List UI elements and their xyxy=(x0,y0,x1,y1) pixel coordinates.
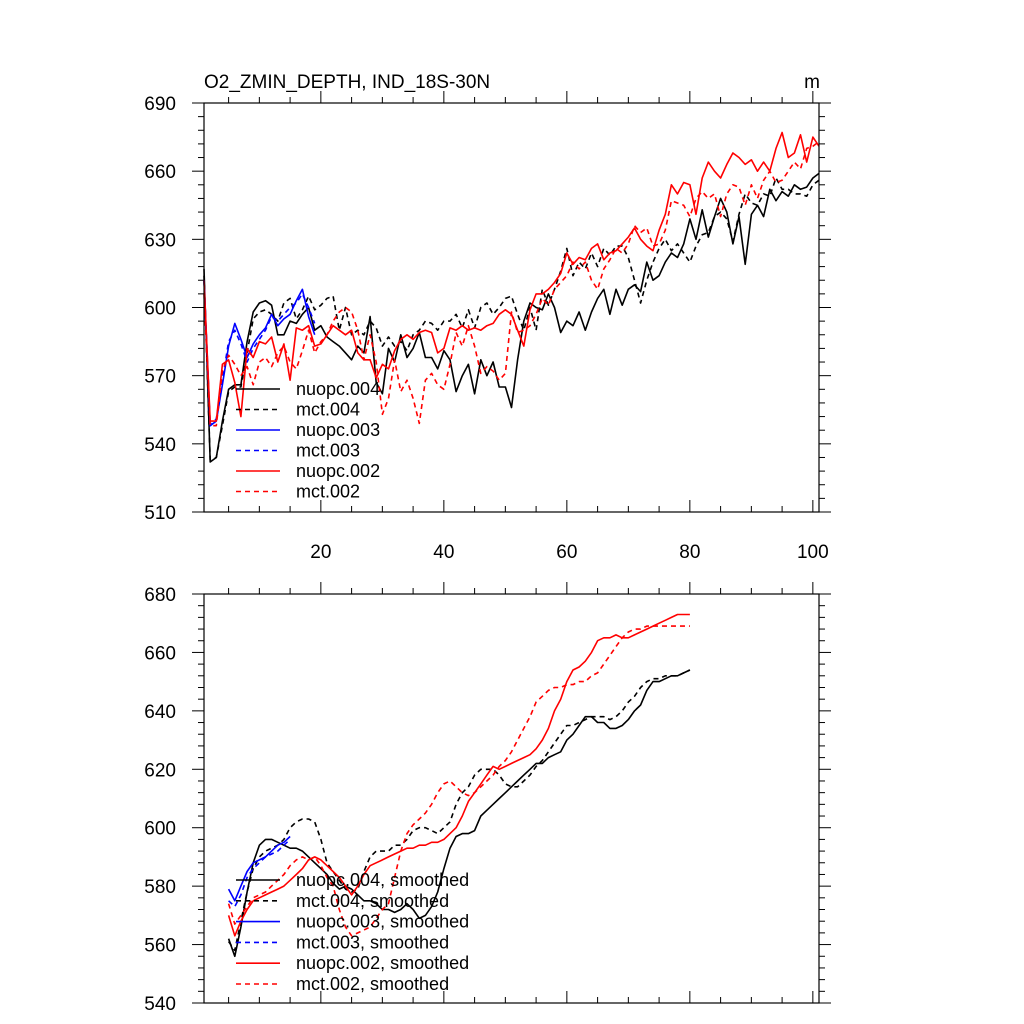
top-panel: O2_ZMIN_DEPTH, IND_18S-30N m 510 540 570 60… xyxy=(144,72,831,563)
y-tick-label: 690 xyxy=(144,94,176,115)
x-tick-label: 80 xyxy=(679,542,700,563)
top-panel-legend: nuopc.004mct.004nuopc.003mct.003nuopc.00… xyxy=(236,379,380,502)
top-panel-series xyxy=(203,131,820,463)
legend-label: mct.002, smoothed xyxy=(296,974,449,994)
y-tick-label: 630 xyxy=(144,230,176,251)
series-line-mct-002 xyxy=(203,140,820,427)
top-panel-ticks: 510 540 570 600 630 660 690 20 40 60 80 100 xyxy=(144,91,831,563)
x-tick-label: 20 xyxy=(310,542,331,563)
legend-label: mct.004, smoothed xyxy=(296,891,449,911)
top-panel-title: O2_ZMIN_DEPTH, IND_18S-30N xyxy=(204,72,490,93)
legend-label: mct.003, smoothed xyxy=(296,932,449,952)
x-tick-label: 60 xyxy=(556,542,577,563)
y-tick-label: 680 xyxy=(144,585,176,606)
x-tick-label: 100 xyxy=(797,542,829,563)
y-tick-label: 540 xyxy=(144,994,176,1015)
series-line-nuopc-002-smoothed xyxy=(227,613,690,937)
legend-label: mct.003 xyxy=(296,441,360,461)
legend-label: nuopc.003, smoothed xyxy=(296,912,469,932)
y-tick-label: 580 xyxy=(144,877,176,898)
y-tick-label: 570 xyxy=(144,367,176,388)
legend-label: nuopc.003 xyxy=(296,420,380,440)
bottom-panel-ticks: 540 560 580 600 620 640 660 680 xyxy=(144,582,831,1015)
legend-label: nuopc.002 xyxy=(296,461,380,481)
legend-label: mct.004 xyxy=(296,400,360,420)
series-line-mct-002-smoothed xyxy=(227,625,690,937)
series-line-nuopc-002 xyxy=(203,131,820,422)
y-tick-label: 510 xyxy=(144,503,176,524)
x-tick-label: 40 xyxy=(433,542,454,563)
series-line-mct-003-smoothed xyxy=(228,838,291,908)
series-line-mct-004 xyxy=(203,177,820,461)
legend-label: nuopc.002, smoothed xyxy=(296,953,469,973)
y-tick-label: 640 xyxy=(144,702,176,723)
y-tick-label: 560 xyxy=(144,936,176,957)
series-line-mct-003 xyxy=(203,280,316,427)
y-tick-label: 540 xyxy=(144,435,176,456)
legend-label: nuopc.004 xyxy=(296,379,380,399)
series-line-nuopc-003-smoothed xyxy=(227,835,291,902)
legend-label: mct.002 xyxy=(296,482,360,502)
series-line-nuopc-004-smoothed xyxy=(227,669,691,958)
y-tick-label: 660 xyxy=(144,162,176,183)
y-tick-label: 620 xyxy=(144,760,176,781)
y-tick-label: 600 xyxy=(144,299,176,320)
bottom-panel: 540 560 580 600 620 640 660 680 nuopc.004, smoo… xyxy=(144,582,831,1015)
bottom-panel-frame xyxy=(203,593,820,1004)
y-tick-label: 600 xyxy=(144,819,176,840)
series-line-mct-004-smoothed xyxy=(227,669,691,952)
top-panel-frame xyxy=(203,102,820,513)
y-tick-label: 660 xyxy=(144,643,176,664)
legend-label: nuopc.004, smoothed xyxy=(296,870,469,890)
top-panel-units: m xyxy=(804,72,820,93)
bottom-panel-series xyxy=(227,613,691,958)
